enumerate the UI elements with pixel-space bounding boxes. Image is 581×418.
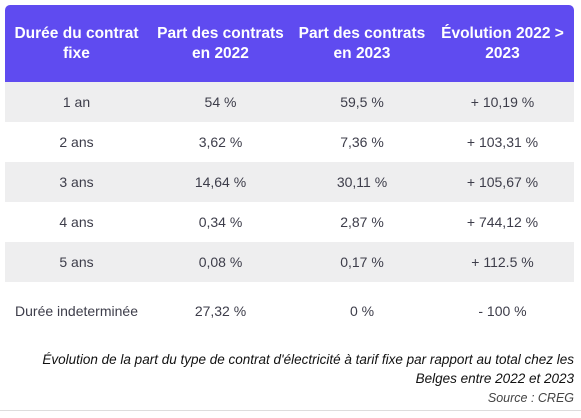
cell-share-2023: 0,17 % [293, 242, 431, 282]
cell-evolution: + 744,12 % [431, 202, 574, 242]
header-duration: Durée du contrat fixe [14, 24, 139, 62]
cell-duration: 2 ans [5, 122, 148, 162]
cell-duration: 3 ans [5, 162, 148, 202]
header-share-2023: Part des contrats en 2023 [298, 24, 426, 62]
cell-share-2022: 0,08 % [148, 242, 293, 282]
source-credit: Source : CREG [487, 391, 574, 405]
cell-share-2022: 14,64 % [148, 162, 293, 202]
cell-share-2022: 27,32 % [148, 282, 293, 340]
cell-duration: 4 ans [5, 202, 148, 242]
table-row: 2 ans 3,62 % 7,36 % + 103,31 % [5, 122, 574, 162]
table-row: 5 ans 0,08 % 0,17 % + 112.5 % [5, 242, 574, 282]
cell-share-2023: 30,11 % [293, 162, 431, 202]
contract-duration-table-container: Durée du contrat fixe Part des contrats … [5, 5, 574, 340]
table-header-row: Durée du contrat fixe Part des contrats … [5, 5, 574, 82]
cell-share-2023: 0 % [293, 282, 431, 340]
cell-share-2022: 54 % [148, 82, 293, 122]
cell-duration: 5 ans [5, 242, 148, 282]
cell-evolution: + 10,19 % [431, 82, 574, 122]
header-share-2022: Part des contrats en 2022 [157, 24, 284, 62]
cell-evolution: - 100 % [431, 282, 574, 340]
cell-evolution: + 112.5 % [431, 242, 574, 282]
table-caption: Évolution de la part du type de contrat … [42, 352, 574, 386]
table-row: 4 ans 0,34 % 2,87 % + 744,12 % [5, 202, 574, 242]
cell-share-2023: 7,36 % [293, 122, 431, 162]
table-row: 1 an 54 % 59,5 % + 10,19 % [5, 82, 574, 122]
divider [0, 410, 581, 411]
cell-duration: Durée indeterminée [5, 282, 148, 340]
cell-duration: 1 an [5, 82, 148, 122]
cell-share-2022: 3,62 % [148, 122, 293, 162]
cell-evolution: + 103,31 % [431, 122, 574, 162]
header-evolution: Évolution 2022 > 2023 [441, 24, 564, 62]
table-row: Durée indeterminée 27,32 % 0 % - 100 % [5, 282, 574, 340]
cell-share-2023: 59,5 % [293, 82, 431, 122]
cell-share-2022: 0,34 % [148, 202, 293, 242]
contract-duration-table: Durée du contrat fixe Part des contrats … [5, 5, 574, 340]
table-row: 3 ans 14,64 % 30,11 % + 105,67 % [5, 162, 574, 202]
cell-share-2023: 2,87 % [293, 202, 431, 242]
cell-evolution: + 105,67 % [431, 162, 574, 202]
